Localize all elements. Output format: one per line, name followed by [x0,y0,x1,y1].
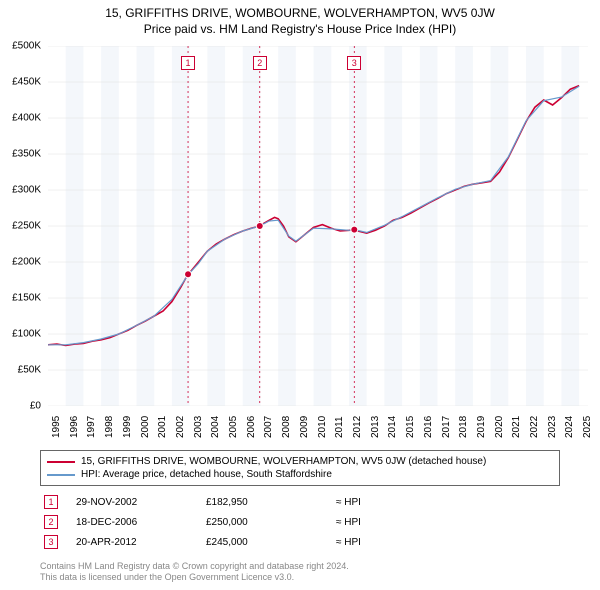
sales-table: 129-NOV-2002£182,950≈ HPI218-DEC-2006£25… [40,492,560,552]
chart-container: 15, GRIFFITHS DRIVE, WOMBOURNE, WOLVERHA… [0,0,600,590]
x-tick-label: 2003 [193,416,204,438]
x-tick-label: 2011 [334,416,345,438]
x-tick-label: 2010 [317,416,328,438]
x-tick-label: 1998 [104,416,115,438]
sale-note: ≈ HPI [336,517,361,528]
x-tick-label: 2016 [423,416,434,438]
y-tick-label: £200K [12,257,41,268]
x-tick-label: 2024 [564,416,575,438]
x-tick-label: 1995 [51,416,62,438]
y-tick-label: £350K [12,149,41,160]
y-tick-label: £450K [12,77,41,88]
y-tick-label: £50K [18,365,41,376]
sale-marker-box: 1 [44,495,58,509]
sale-marker-3: 3 [347,56,361,70]
y-tick-label: £150K [12,293,41,304]
sale-marker-2: 2 [253,56,267,70]
legend-swatch [47,474,75,476]
x-tick-label: 2013 [370,416,381,438]
x-tick-label: 2004 [210,416,221,438]
chart-title: 15, GRIFFITHS DRIVE, WOMBOURNE, WOLVERHA… [0,0,600,20]
x-tick-label: 2017 [441,416,452,438]
x-axis: 1995 1996 1997 1998 1999 2000 2001 2002 2003 2004… [48,410,588,450]
x-tick-label: 2009 [299,416,310,438]
legend-label: HPI: Average price, detached house, Sout… [81,469,332,480]
x-tick-label: 1997 [86,416,97,438]
x-tick-label: 2021 [511,416,522,438]
sale-note: ≈ HPI [336,537,361,548]
sale-marker-1: 1 [181,56,195,70]
x-tick-label: 1996 [69,416,80,438]
plot-area: 1 2 3 [48,46,588,406]
x-tick-label: 2002 [175,416,186,438]
sale-date: 18-DEC-2006 [76,517,206,528]
x-tick-label: 2025 [582,416,593,438]
x-tick-label: 2005 [228,416,239,438]
y-tick-label: £250K [12,221,41,232]
x-tick-label: 2022 [529,416,540,438]
legend-swatch [47,461,75,463]
x-tick-label: 1999 [122,416,133,438]
x-tick-label: 2012 [352,416,363,438]
chart-subtitle: Price paid vs. HM Land Registry's House … [0,20,600,36]
legend: 15, GRIFFITHS DRIVE, WOMBOURNE, WOLVERHA… [40,450,560,486]
sale-price: £182,950 [206,497,336,508]
x-tick-label: 2015 [405,416,416,438]
sale-row: 1 29-NOV-2002£182,950≈ HPI [40,492,560,512]
sale-row: 3 20-APR-2012£245,000≈ HPI [40,532,560,552]
legend-item: HPI: Average price, detached house, Sout… [47,468,553,481]
attribution-line1: Contains HM Land Registry data © Crown c… [40,561,349,573]
attribution: Contains HM Land Registry data © Crown c… [40,561,349,584]
y-axis: £0£50K£100K£150K£200K£250K£300K£350K£400… [0,46,45,406]
x-tick-label: 2023 [547,416,558,438]
sale-price: £250,000 [206,517,336,528]
legend-label: 15, GRIFFITHS DRIVE, WOMBOURNE, WOLVERHA… [81,456,486,467]
attribution-line2: This data is licensed under the Open Gov… [40,572,349,584]
sale-marker-box: 2 [44,515,58,529]
y-tick-label: £100K [12,329,41,340]
x-tick-label: 2014 [387,416,398,438]
x-tick-label: 2001 [157,416,168,438]
legend-item: 15, GRIFFITHS DRIVE, WOMBOURNE, WOLVERHA… [47,455,553,468]
sale-price: £245,000 [206,537,336,548]
x-tick-label: 2007 [263,416,274,438]
x-tick-label: 2020 [494,416,505,438]
y-tick-label: £500K [12,41,41,52]
y-tick-label: £300K [12,185,41,196]
plot-svg [48,46,588,406]
y-tick-label: £400K [12,113,41,124]
x-tick-label: 2019 [476,416,487,438]
sale-marker-box: 3 [44,535,58,549]
sale-date: 20-APR-2012 [76,537,206,548]
sale-note: ≈ HPI [336,497,361,508]
x-tick-label: 2006 [246,416,257,438]
x-tick-label: 2018 [458,416,469,438]
sale-date: 29-NOV-2002 [76,497,206,508]
x-tick-label: 2008 [281,416,292,438]
sale-row: 2 18-DEC-2006£250,000≈ HPI [40,512,560,532]
x-tick-label: 2000 [140,416,151,438]
y-tick-label: £0 [30,401,41,412]
